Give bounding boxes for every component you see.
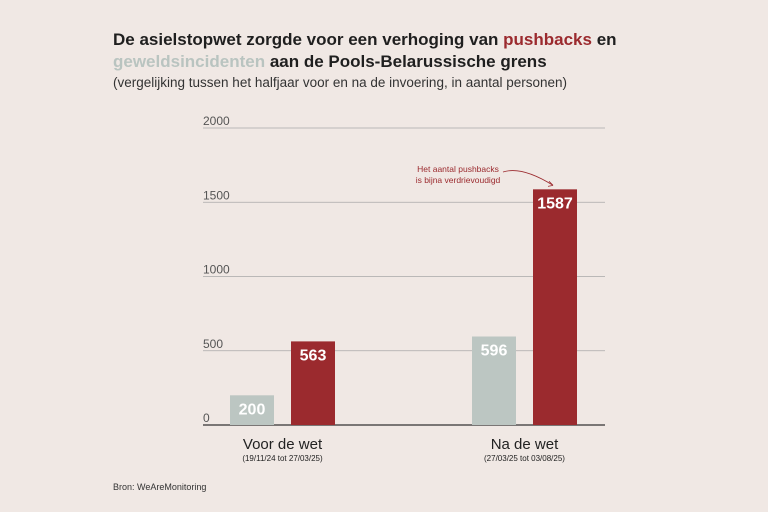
bar-pushbacks (533, 189, 577, 425)
annotation-arrowhead (547, 181, 554, 187)
bar-value-label: 596 (481, 342, 508, 359)
x-category-label: Voor de wet (243, 436, 323, 453)
bar-value-label: 200 (239, 401, 266, 418)
y-tick-label: 500 (203, 337, 223, 351)
annotation-arrow (502, 170, 554, 186)
chart-subtitle: (vergelijking tussen het halfjaar voor e… (113, 75, 568, 90)
y-tick-label: 1000 (203, 263, 230, 277)
x-category-sublabel: (19/11/24 tot 27/03/25) (242, 454, 323, 463)
chart-title: De asielstopwet zorgde voor een verhogin… (113, 29, 673, 73)
bar-geweldsincidenten (230, 395, 274, 425)
title-text-3: aan de Pools-Belarussische grens (265, 52, 547, 71)
bar-geweldsincidenten (472, 336, 516, 425)
y-tick-label: 0 (203, 411, 210, 425)
bar-pushbacks (291, 341, 335, 425)
annotation-text: is bijna verdrievoudigd (416, 175, 501, 185)
annotation-text: Het aantal pushbacks (417, 164, 499, 174)
title-pushbacks-highlight: pushbacks (503, 30, 592, 49)
title-text-1: De asielstopwet zorgde voor een verhogin… (113, 30, 504, 49)
title-geweld-highlight: geweldsincidenten (113, 52, 266, 71)
x-category-sublabel: (27/03/25 tot 03/08/25) (484, 454, 565, 463)
bar-value-label: 563 (300, 347, 327, 364)
title-text-2: en (591, 30, 617, 49)
y-tick-label: 1500 (203, 188, 230, 202)
source-note: Bron: WeAreMonitoring (113, 482, 207, 492)
y-tick-label: 2000 (203, 114, 230, 128)
bar-value-label: 1587 (537, 195, 573, 212)
x-category-label: Na de wet (491, 436, 559, 453)
